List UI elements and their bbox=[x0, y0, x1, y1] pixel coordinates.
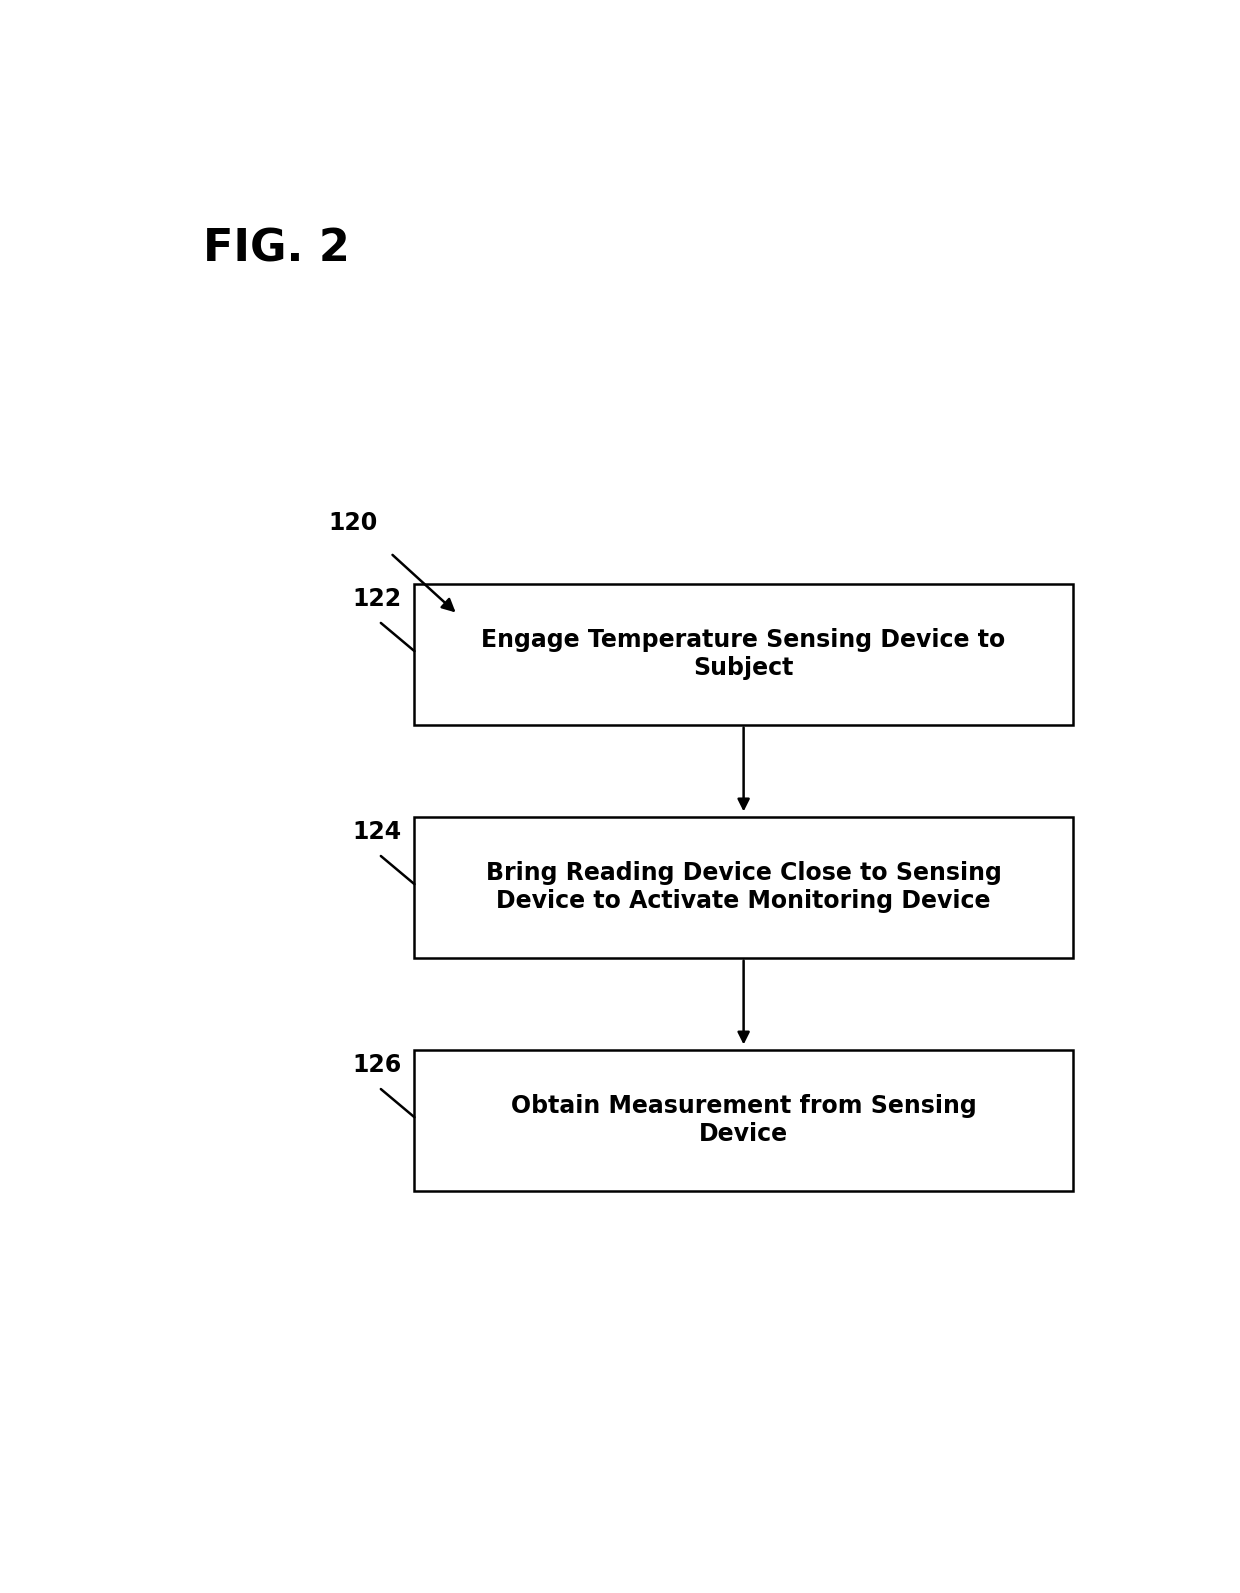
Text: 124: 124 bbox=[352, 820, 401, 844]
Bar bbox=[414, 1050, 1073, 1192]
Text: 120: 120 bbox=[327, 511, 377, 535]
Text: FIG. 2: FIG. 2 bbox=[203, 228, 350, 271]
Text: 122: 122 bbox=[352, 586, 401, 610]
Bar bbox=[414, 583, 1073, 725]
Bar bbox=[414, 817, 1073, 957]
Text: 126: 126 bbox=[352, 1053, 402, 1077]
Text: Obtain Measurement from Sensing
Device: Obtain Measurement from Sensing Device bbox=[511, 1094, 976, 1147]
Text: Bring Reading Device Close to Sensing
Device to Activate Monitoring Device: Bring Reading Device Close to Sensing De… bbox=[486, 862, 1002, 913]
Text: Engage Temperature Sensing Device to
Subject: Engage Temperature Sensing Device to Sub… bbox=[481, 628, 1006, 680]
